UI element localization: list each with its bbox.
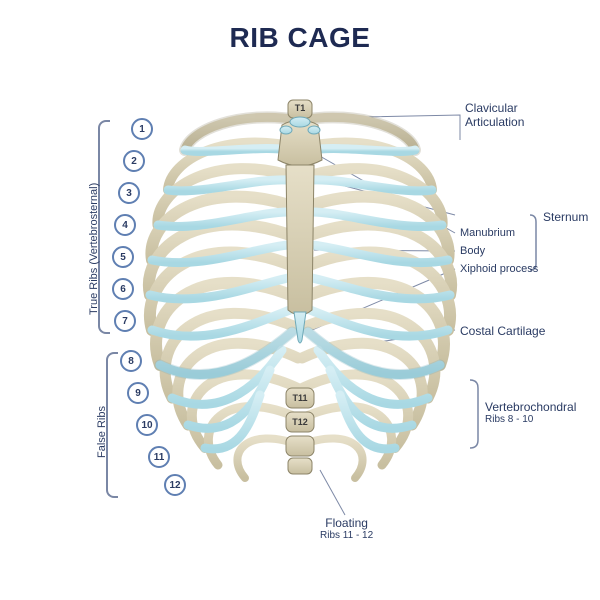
label-floating: Floating Ribs 11 - 12 [320,516,373,541]
rib-number-5: 5 [112,246,134,268]
rib-number-12: 12 [164,474,186,496]
rib-number-1: 1 [131,118,153,140]
label-body: Body [460,245,485,257]
rib-number-11: 11 [148,446,170,468]
label-vertebrochondral: Vertebrochondral Ribs 8 - 10 [485,400,576,425]
rib-number-2: 2 [123,150,145,172]
rib-number-8: 8 [120,350,142,372]
group-false-ribs: False Ribs [96,406,108,458]
vertebra-t12: T12 [288,417,312,427]
label-xiphoid: Xiphoid process [460,263,538,275]
rib-number-7: 7 [114,310,136,332]
rib-cage-diagram: { "title": {"text": "RIB CAGE", "fontsiz… [0,0,600,600]
label-sternum: Sternum [543,210,588,224]
rib-number-10: 10 [136,414,158,436]
rib-number-9: 9 [127,382,149,404]
rib-number-4: 4 [114,214,136,236]
rib-number-6: 6 [112,278,134,300]
label-manubrium: Manubrium [460,227,515,239]
label-clavicular: ClavicularArticulation [465,102,524,130]
vertebra-t1: T1 [288,103,312,113]
vertebra-t11: T11 [288,393,312,403]
label-costal: Costal Cartilage [460,324,545,338]
group-true-ribs: True Ribs (Vertebrosternal) [88,183,100,315]
rib-number-3: 3 [118,182,140,204]
